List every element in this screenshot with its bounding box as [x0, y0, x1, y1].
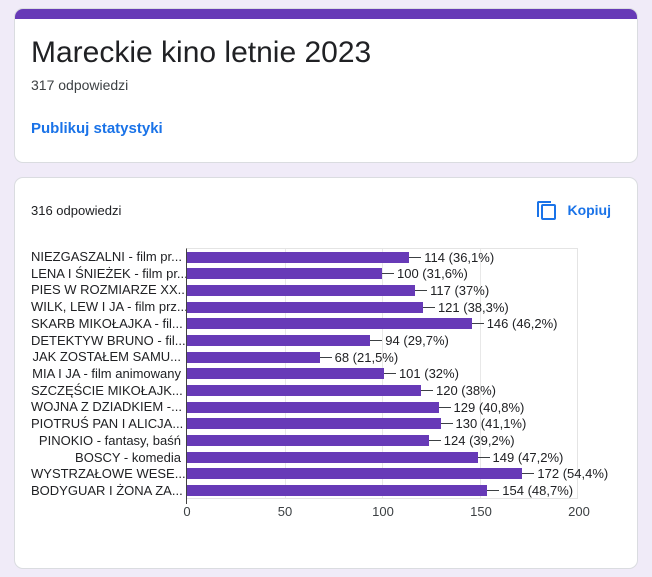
axis-zero-tick [186, 498, 187, 504]
bar [187, 301, 423, 313]
value-callout-line [422, 306, 435, 308]
value-callout-line [440, 423, 453, 425]
copy-button[interactable]: Kopiuj [537, 200, 611, 220]
bar-value-label: 172 (54,4%) [537, 466, 609, 482]
chart-plot: 114 (36,1%) 100 (31,6%) 117 (37%) 121 (38,3… [186, 248, 608, 504]
content-copy-icon [537, 200, 557, 220]
bar-value-label: 154 (48,7%) [502, 483, 574, 499]
bar [187, 368, 384, 380]
bar [187, 251, 410, 263]
copy-button-label: Kopiuj [567, 202, 611, 218]
chart-row: 172 (54,4%) [187, 466, 608, 483]
bar-value-label: 117 (37%) [430, 283, 490, 299]
chart-category-label: PIOTRUŚ PAN I ALICJA... [31, 416, 184, 432]
chart-category-label: DETEKTYW BRUNO - fil... [31, 332, 186, 348]
chart-category-label: PIES W ROZMIARZE XX... [31, 282, 189, 298]
bar [187, 335, 371, 347]
bar-value-label: 100 (31,6%) [397, 266, 468, 282]
publish-stats-link[interactable]: Publikuj statystyki [31, 120, 163, 137]
chart-row: 149 (47,2%) [187, 449, 577, 466]
chart-row: 129 (40,8%) [187, 399, 577, 416]
value-callout-line [487, 490, 500, 492]
form-header-card: Mareckie kino letnie 2023 317 odpowiedzi… [14, 8, 638, 163]
chart-category-label: MIA I JA - film animowany [32, 366, 181, 382]
form-title: Mareckie kino letnie 2023 [31, 36, 372, 69]
gridline [479, 249, 481, 498]
chart-category-label: WOJNA Z DZIADKIEM -... [31, 399, 182, 415]
bar [187, 418, 441, 430]
value-callout-line [438, 406, 451, 408]
bar-value-label: 121 (38,3%) [437, 299, 509, 315]
chart-category-label: BODYGUAR I ŻONA ZA... [31, 483, 183, 499]
value-callout-line [428, 440, 441, 442]
value-callout-line [477, 456, 490, 458]
chart-category-label: WILK, LEW I JA - film prz... [31, 299, 188, 315]
bar [187, 318, 472, 330]
bar-value-label: 114 (36,1%) [424, 249, 495, 265]
value-callout-line [409, 256, 422, 258]
bar [187, 385, 421, 397]
x-tick-label: 100 [372, 503, 394, 519]
chart-row: 130 (41,1%) [187, 416, 577, 433]
chart-row: 100 (31,6%) [187, 266, 577, 283]
bar-value-label: 101 (32%) [398, 366, 459, 382]
value-callout-line [421, 390, 433, 392]
chart-category-labels: NIEZGASZALNI - film pr... LENA I ŚNIEŻEK … [31, 248, 189, 500]
value-callout-line [370, 340, 383, 342]
bar [187, 451, 478, 463]
bar-value-label: 146 (46,2%) [486, 316, 558, 332]
bar-value-label: 129 (40,8%) [453, 399, 525, 415]
bar-value-label: 130 (41,1%) [455, 416, 527, 432]
bar [187, 401, 439, 413]
bar-value-label: 124 (39,2%) [443, 433, 515, 449]
chart-category-label: JAK ZOSTAŁEM SAMU... [32, 349, 181, 365]
bar-chart: NIEZGASZALNI - film pr... LENA I ŚNIEŻEK … [31, 248, 621, 504]
form-header-content: Mareckie kino letnie 2023 317 odpowiedzi… [15, 19, 637, 162]
chart-row: 117 (37%) [187, 282, 577, 299]
x-tick-label: 150 [470, 503, 492, 519]
bar-value-label: 120 (38%) [436, 383, 496, 399]
chart-row: 124 (39,2%) [187, 432, 577, 449]
chart-row: 121 (38,3%) [187, 299, 577, 316]
bar [187, 285, 416, 297]
results-card: 316 odpowiedzi Kopiuj NIEZGASZALNI - fil… [14, 177, 638, 569]
value-callout-line [522, 473, 535, 475]
bar-value-label: 149 (47,2%) [492, 449, 564, 465]
chart-category-label: LENA I ŚNIEŻEK - film pr... [31, 265, 188, 281]
value-callout-line [415, 290, 428, 292]
chart-row: 120 (38%) [187, 382, 577, 399]
value-callout-line [382, 273, 394, 275]
chart-category-label: BOSCY - komedia [75, 449, 181, 465]
value-callout-line [319, 356, 332, 358]
chart-row: 68 (21,5%) [187, 349, 577, 366]
value-callout-line [471, 323, 484, 325]
bar [187, 468, 523, 480]
chart-category-label: NIEZGASZALNI - film pr... [31, 249, 182, 264]
bar-value-label: 94 (29,7%) [385, 333, 449, 349]
results-toolbar: 316 odpowiedzi Kopiuj [31, 198, 621, 222]
chart-row: 154 (48,7%) [187, 482, 577, 499]
x-tick-label: 200 [568, 503, 590, 519]
x-tick-label: 50 [277, 503, 293, 519]
chart-category-label: PINOKIO - fantasy, baśń [38, 432, 181, 448]
chart-row: 146 (46,2%) [187, 316, 577, 333]
bar-value-label: 68 (21,5%) [334, 349, 399, 365]
bar [187, 435, 429, 447]
form-accent-bar [15, 9, 637, 19]
bar [187, 485, 488, 497]
chart-response-count: 316 odpowiedzi [31, 202, 122, 218]
bar [187, 351, 320, 363]
chart-category-label: SKARB MIKOŁAJKA - fil... [31, 315, 183, 331]
chart-row: 94 (29,7%) [187, 332, 577, 349]
x-tick-label: 0 [183, 503, 191, 519]
chart-x-axis: 0 50 100 150 200 [183, 503, 589, 522]
chart-row: 114 (36,1%) [187, 249, 577, 266]
value-callout-line [383, 373, 396, 375]
chart-category-label: SZCZĘŚCIE MIKOŁAJK... [31, 382, 183, 398]
bar [187, 268, 382, 280]
response-count: 317 odpowiedzi [31, 77, 129, 93]
chart-row: 101 (32%) [187, 366, 577, 383]
chart-category-label: WYSTRZAŁOWE WESE... [31, 466, 186, 482]
